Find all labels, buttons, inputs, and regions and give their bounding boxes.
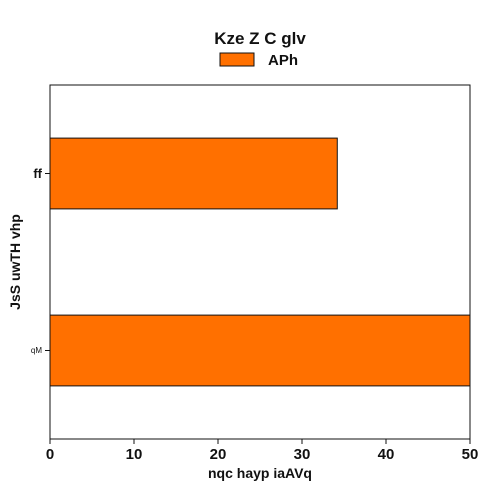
legend: APh xyxy=(219,52,298,69)
y-axis-label: JsS uwTH vhp xyxy=(7,214,23,310)
legend-swatch xyxy=(219,52,255,67)
x-tick-label: 40 xyxy=(378,446,395,463)
x-tick-label: 0 xyxy=(46,446,54,463)
chart-title: Kze Z C glv xyxy=(214,29,306,48)
y-tick-label: qM xyxy=(31,346,42,355)
bar-ff xyxy=(49,137,338,210)
y-tick-label: ff xyxy=(33,166,42,181)
y-axis-ticks: ff qM xyxy=(31,166,50,355)
x-tick-label: 30 xyxy=(294,446,311,463)
x-tick-label: 10 xyxy=(126,446,143,463)
bar-qM xyxy=(49,314,471,387)
x-tick-label: 50 xyxy=(462,446,479,463)
legend-label: APh xyxy=(268,52,298,69)
plot-frame xyxy=(49,84,471,440)
x-axis-ticks: 0 10 20 30 40 50 xyxy=(46,439,479,463)
x-axis-label: nqc hayp iaAVq xyxy=(208,465,312,481)
x-tick-label: 20 xyxy=(210,446,227,463)
bars-group xyxy=(49,137,471,387)
